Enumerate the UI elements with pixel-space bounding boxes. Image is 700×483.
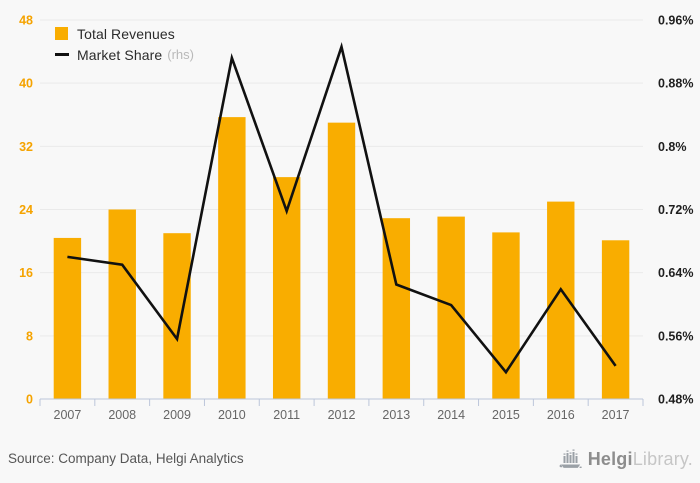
x-axis-label-2014: 2014 xyxy=(437,408,465,422)
logo-brand-secondary: Library. xyxy=(632,448,693,469)
left-axis-label-48: 48 xyxy=(19,14,33,28)
legend-label-market-share: Market Share xyxy=(77,46,163,63)
revenue-market-share-chart: 0 8 16 24 32 40 48 0.48% 0.56% 0.64% 0.72% 0.8% 0.88… xyxy=(19,14,693,423)
legend-line-swatch xyxy=(55,53,69,56)
x-axis-label-2010: 2010 xyxy=(218,408,246,422)
x-axis-label-2017: 2017 xyxy=(602,408,630,422)
right-axis-label-0.48%: 0.48% xyxy=(658,393,693,407)
bar-2009 xyxy=(163,233,191,399)
left-axis-label-24: 24 xyxy=(19,203,33,217)
x-axis-label-2009: 2009 xyxy=(163,408,191,422)
right-axis-label-0.56%: 0.56% xyxy=(658,329,693,343)
bar-2008 xyxy=(108,209,136,399)
legend-bar-swatch xyxy=(55,27,68,40)
bar-2007 xyxy=(53,237,82,399)
x-axis-label-2011: 2011 xyxy=(273,408,300,422)
x-axis-label-2008: 2008 xyxy=(108,408,136,422)
x-axis-label-2012: 2012 xyxy=(328,408,356,422)
market-share-line xyxy=(67,42,617,375)
right-axis-label-0.88%: 0.88% xyxy=(658,77,693,91)
chart-canvas: Total Revenues Market Share (rhs) 0 8 16 24… xyxy=(19,14,693,423)
bar-2014 xyxy=(437,216,465,399)
legend-item-market-share: Market Share (rhs) xyxy=(55,44,194,65)
left-axis-label-8: 8 xyxy=(26,329,33,343)
left-axis-label-16: 16 xyxy=(19,266,33,280)
helgi-library-logo[interactable]: HelgiLibrary. xyxy=(559,446,693,472)
left-axis-label-0: 0 xyxy=(26,393,33,407)
bar-2017 xyxy=(601,240,630,399)
left-axis-label-40: 40 xyxy=(19,77,33,91)
logo-brand: Helgi xyxy=(587,448,633,469)
helgi-logo-icon xyxy=(559,449,582,468)
legend-label-rhs-note: (rhs) xyxy=(167,47,194,62)
chart-legend: Total Revenues Market Share (rhs) xyxy=(55,23,194,65)
right-axis-label-0.8%: 0.8% xyxy=(658,140,687,154)
right-axis-label-0.96%: 0.96% xyxy=(658,14,693,28)
legend-item-total-revenues: Total Revenues xyxy=(55,23,194,44)
bar-2010 xyxy=(218,117,246,400)
bar-2016 xyxy=(547,201,575,399)
x-axis-label-2013: 2013 xyxy=(382,408,410,422)
source-note: Source: Company Data, Helgi Analytics xyxy=(8,451,244,466)
logo-wordmark: HelgiLibrary. xyxy=(588,449,693,470)
bar-2012 xyxy=(327,122,356,399)
legend-label-total-revenues: Total Revenues xyxy=(77,25,175,42)
right-axis-label-0.64%: 0.64% xyxy=(658,266,693,280)
right-axis-label-0.72%: 0.72% xyxy=(658,203,693,217)
x-axis-label-2016: 2016 xyxy=(547,408,575,422)
x-axis-label-2015: 2015 xyxy=(492,408,520,422)
x-axis-label-2007: 2007 xyxy=(54,408,82,422)
left-axis-label-32: 32 xyxy=(19,140,33,154)
